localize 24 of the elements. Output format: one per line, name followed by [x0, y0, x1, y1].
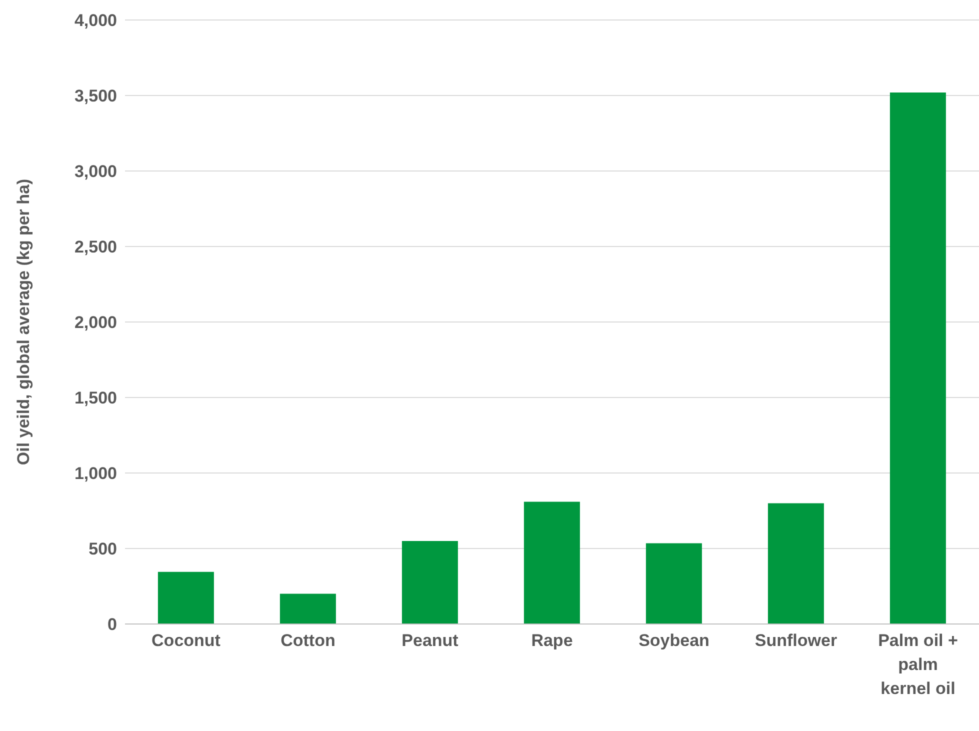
y-tick-label: 2,500	[74, 238, 117, 257]
bar	[646, 543, 702, 624]
x-tick-label: Peanut	[402, 631, 459, 650]
bar	[768, 503, 824, 624]
y-tick-label: 1,000	[74, 464, 117, 484]
x-tick-label: Palm oil + palm kernel oil	[878, 631, 958, 698]
y-tick-label: 3,500	[74, 86, 117, 106]
bar	[524, 502, 580, 624]
x-tick-label: Cotton	[280, 631, 336, 650]
y-tick-label: 1,500	[74, 388, 117, 408]
y-tick-label: 2,000	[74, 313, 117, 332]
x-tick-label: Sunflower	[754, 631, 838, 650]
x-tick-label: Rape	[531, 631, 573, 650]
y-axis-title: Oil yeild, global average (kg per ha)	[14, 178, 34, 466]
bar	[158, 572, 214, 624]
y-tick-label: 4,000	[74, 11, 117, 30]
x-tick-label: Soybean	[638, 631, 710, 650]
bar	[402, 540, 458, 624]
y-tick-label: 500	[88, 540, 117, 559]
x-tick-label: Coconut	[152, 631, 221, 650]
bar	[280, 594, 336, 624]
y-tick-label: 0	[108, 615, 117, 634]
bar	[890, 92, 946, 624]
y-tick-label: 3,000	[74, 162, 117, 182]
